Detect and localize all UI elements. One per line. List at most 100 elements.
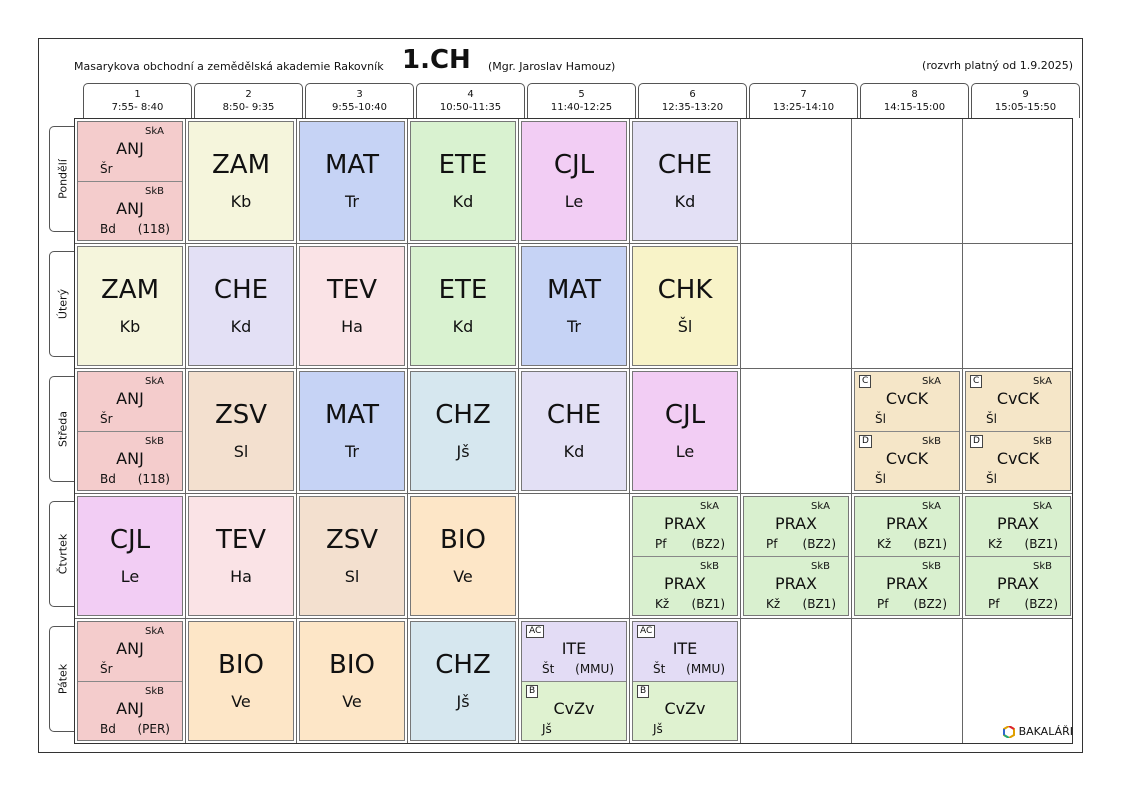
teacher-abbr: Kd xyxy=(411,192,515,211)
lesson-cell[interactable]: BIO Ve xyxy=(410,496,516,616)
teacher-abbr: Kd xyxy=(189,317,293,336)
room-code: (BZ1) xyxy=(914,537,947,551)
lesson-cell[interactable]: CHK Šl xyxy=(632,246,738,366)
room-code: (MMU) xyxy=(575,662,614,676)
grid-line xyxy=(75,243,1072,244)
school-name: Masarykova obchodní a zemědělská akademi… xyxy=(74,60,384,73)
grid-line xyxy=(518,119,519,743)
period-header-3: 3 9:55-10:40 xyxy=(305,83,414,118)
subject-abbr: CvCK xyxy=(855,449,959,468)
lesson-cell[interactable]: ZSV Sl xyxy=(188,371,294,491)
lesson-cell[interactable]: CHE Kd xyxy=(632,121,738,241)
room-code: (BZ2) xyxy=(1025,597,1058,611)
grid-line xyxy=(407,119,408,743)
subject-abbr: ZAM xyxy=(78,275,182,305)
room-code: (118) xyxy=(138,222,170,236)
room-code: (BZ1) xyxy=(1025,537,1058,551)
lesson-cell[interactable]: MAT Tr xyxy=(299,121,405,241)
subject-abbr: ANJ xyxy=(78,389,182,408)
teacher-abbr: Tr xyxy=(522,317,626,336)
subject-abbr: ETE xyxy=(411,150,515,180)
teacher-abbr: Kž xyxy=(766,597,780,611)
subject-abbr: ZSV xyxy=(300,525,404,555)
lesson-cell[interactable]: TEV Ha xyxy=(188,496,294,616)
lesson-cell[interactable]: C SkA CvCK Šl D SkB CvCK Šl xyxy=(854,371,960,491)
subject-abbr: PRAX xyxy=(744,514,848,533)
lesson-cell[interactable]: ETE Kd xyxy=(410,246,516,366)
teacher-abbr: Kd xyxy=(411,317,515,336)
subject-abbr: ANJ xyxy=(78,199,182,218)
period-number: 1 xyxy=(84,88,191,101)
group-lesson-bottom: D SkB CvCK Šl xyxy=(855,432,959,491)
period-header-6: 6 12:35-13:20 xyxy=(638,83,747,118)
lesson-cell[interactable]: MAT Tr xyxy=(299,371,405,491)
subject-abbr: CHE xyxy=(633,150,737,180)
teacher-abbr: Šl xyxy=(875,412,886,426)
lesson-cell[interactable]: BIO Ve xyxy=(299,621,405,741)
lesson-cell[interactable]: BIO Ve xyxy=(188,621,294,741)
group-lesson-top: SkA PRAX Kž (BZ1) xyxy=(855,497,959,557)
group-label: SkB xyxy=(1033,436,1052,447)
subject-abbr: ANJ xyxy=(78,449,182,468)
lesson-cell[interactable]: CJL Le xyxy=(77,496,183,616)
lesson-cell[interactable]: SkA PRAX Pf (BZ2) SkB PRAX Kž (BZ1) xyxy=(743,496,849,616)
group-label: SkB xyxy=(145,686,164,697)
group-tag: AC xyxy=(526,625,544,638)
group-lesson-bottom: SkB PRAX Pf (BZ2) xyxy=(855,557,959,616)
lesson-cell[interactable]: ETE Kd xyxy=(410,121,516,241)
lesson-cell[interactable]: SkA PRAX Pf (BZ2) SkB PRAX Kž (BZ1) xyxy=(632,496,738,616)
teacher-abbr: Bd xyxy=(100,222,116,236)
lesson-cell[interactable]: CJL Le xyxy=(632,371,738,491)
group-lesson-bottom: B CvZv Jš xyxy=(522,682,626,741)
group-lesson-bottom: SkB ANJ Bd (PER) xyxy=(78,682,182,741)
lesson-cell[interactable]: AC ITE Št (MMU) B CvZv Jš xyxy=(521,621,627,741)
period-number: 8 xyxy=(861,88,968,101)
lesson-cell[interactable]: SkA ANJ Šr SkB ANJ Bd (118) xyxy=(77,121,183,241)
period-header-2: 2 8:50- 9:35 xyxy=(194,83,303,118)
subject-abbr: BIO xyxy=(411,525,515,555)
lesson-cell[interactable]: CHZ Jš xyxy=(410,371,516,491)
subject-abbr: PRAX xyxy=(744,574,848,593)
teacher-abbr: Ve xyxy=(411,567,515,586)
room-code: (BZ2) xyxy=(803,537,836,551)
lesson-cell[interactable]: MAT Tr xyxy=(521,246,627,366)
lesson-cell[interactable]: CHE Kd xyxy=(188,246,294,366)
day-label-3: Středa xyxy=(49,376,75,482)
lesson-cell[interactable]: ZSV Sl xyxy=(299,496,405,616)
grid-line xyxy=(629,119,630,743)
lesson-cell[interactable]: CHE Kd xyxy=(521,371,627,491)
lesson-cell[interactable]: SkA PRAX Kž (BZ1) SkB PRAX Pf (BZ2) xyxy=(965,496,1071,616)
lesson-cell[interactable]: ZAM Kb xyxy=(77,246,183,366)
period-number: 9 xyxy=(972,88,1079,101)
group-lesson-top: SkA ANJ Šr xyxy=(78,622,182,682)
subject-abbr: CHE xyxy=(189,275,293,305)
lesson-cell[interactable]: SkA ANJ Šr SkB ANJ Bd (PER) xyxy=(77,621,183,741)
period-header-8: 8 14:15-15:00 xyxy=(860,83,969,118)
lesson-cell[interactable]: TEV Ha xyxy=(299,246,405,366)
day-name: Pondělí xyxy=(56,159,69,199)
group-label: SkA xyxy=(922,376,941,387)
teacher-abbr: Šr xyxy=(100,162,113,176)
subject-abbr: TEV xyxy=(189,525,293,555)
subject-abbr: ZSV xyxy=(189,400,293,430)
teacher-abbr: Pf xyxy=(655,537,666,551)
period-header-4: 4 10:50-11:35 xyxy=(416,83,525,118)
subject-abbr: CJL xyxy=(633,400,737,430)
lesson-cell[interactable]: C SkA CvCK Šl D SkB CvCK Šl xyxy=(965,371,1071,491)
grid-line xyxy=(851,119,852,743)
teacher-abbr: Kd xyxy=(633,192,737,211)
subject-abbr: ETE xyxy=(411,275,515,305)
day-label-4: Čtvrtek xyxy=(49,501,75,607)
lesson-cell[interactable]: CJL Le xyxy=(521,121,627,241)
lesson-cell[interactable]: SkA PRAX Kž (BZ1) SkB PRAX Pf (BZ2) xyxy=(854,496,960,616)
period-number: 2 xyxy=(195,88,302,101)
group-lesson-top: C SkA CvCK Šl xyxy=(855,372,959,432)
day-name: Čtvrtek xyxy=(56,534,69,574)
lesson-cell[interactable]: SkA ANJ Šr SkB ANJ Bd (118) xyxy=(77,371,183,491)
grid-line xyxy=(75,618,1072,619)
lesson-cell[interactable]: ZAM Kb xyxy=(188,121,294,241)
lesson-cell[interactable]: CHZ Jš xyxy=(410,621,516,741)
group-tag: C xyxy=(859,375,871,388)
lesson-cell[interactable]: AC ITE Št (MMU) B CvZv Jš xyxy=(632,621,738,741)
teacher-abbr: Jš xyxy=(653,722,663,736)
